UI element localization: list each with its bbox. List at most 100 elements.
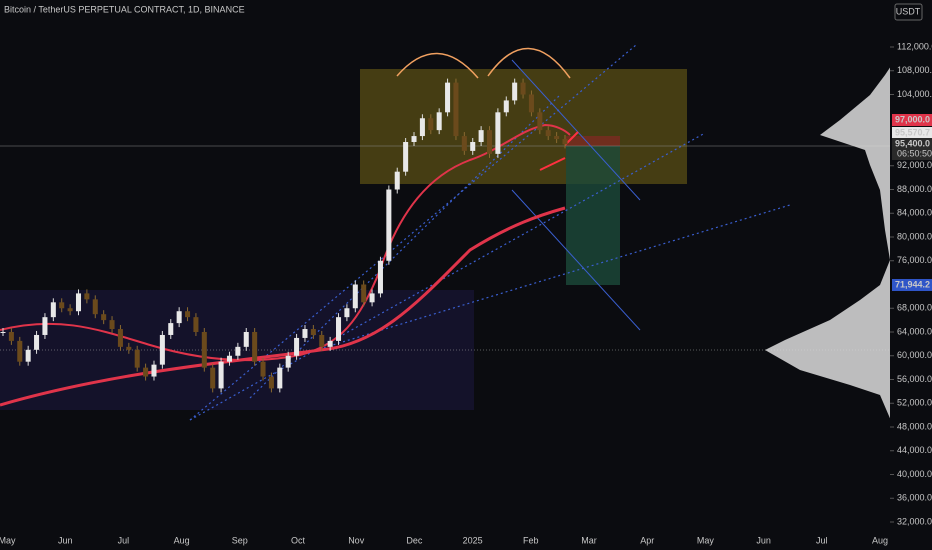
candle-body [117, 329, 123, 347]
time-label: Sep [232, 535, 248, 545]
price-tick-label: 44,000.0 [897, 445, 932, 455]
candle-body [310, 329, 316, 335]
candle-body [470, 142, 476, 151]
candle-body [252, 331, 258, 362]
candle-body [185, 311, 191, 318]
candle-body [243, 331, 249, 347]
candle-body [168, 323, 174, 335]
price-tag [892, 127, 932, 139]
candle-body [277, 367, 283, 389]
time-label: Aug [174, 535, 190, 545]
candle-body [151, 364, 157, 377]
time-label: May [697, 535, 715, 545]
candle-body [226, 355, 232, 362]
candle-body [512, 82, 518, 101]
time-label: Jul [816, 535, 828, 545]
candle-body [453, 82, 459, 137]
candle-body [461, 136, 467, 151]
price-tick-label: 88,000.0 [897, 184, 932, 194]
candle-body [176, 311, 182, 324]
time-label: Mar [581, 535, 597, 545]
candle-body [319, 334, 325, 347]
candle-body [17, 340, 23, 362]
candle-body [210, 367, 216, 389]
price-tick-label: 112,000.0 [897, 41, 932, 51]
candle-body [159, 334, 165, 365]
candle-body [50, 302, 56, 318]
candle-body [386, 189, 392, 261]
price-tick-label: 36,000.0 [897, 493, 932, 503]
candle-body [218, 361, 224, 389]
price-tick-label: 48,000.0 [897, 421, 932, 431]
price-tick-label: 68,000.0 [897, 303, 932, 313]
currency: USDT [896, 6, 921, 16]
candle-body [0, 331, 6, 333]
price-tag [892, 138, 932, 150]
candle-body [394, 171, 400, 190]
price-tick-label: 40,000.0 [897, 469, 932, 479]
candle-body [25, 349, 31, 362]
candle-body [260, 361, 266, 377]
time-label: Jul [118, 535, 130, 545]
candle-body [92, 299, 98, 315]
ma-slow [0, 206, 566, 407]
candle-body [503, 100, 509, 113]
candle-body [294, 337, 300, 356]
candle-body [59, 302, 65, 309]
candle-body [84, 293, 90, 300]
time-label: Aug [872, 535, 888, 545]
candle-body [411, 136, 417, 143]
candle-body [75, 293, 82, 312]
candle-body [134, 349, 140, 368]
candle-body [361, 284, 367, 303]
candle-body [285, 355, 291, 368]
price-tick-label: 64,000.0 [897, 326, 932, 336]
time-label: Oct [291, 535, 306, 545]
price-tick-label: 76,000.0 [897, 255, 932, 265]
candle-body [101, 314, 107, 321]
price-tag [892, 114, 932, 126]
candle-body [377, 260, 383, 294]
price-axis-bg [890, 0, 932, 550]
candle-body [528, 94, 534, 113]
time-label: May [0, 535, 16, 545]
candle-body [419, 118, 425, 137]
candle-body [562, 139, 568, 145]
countdown-bg [892, 148, 932, 160]
candle-body [478, 130, 484, 143]
candle-body [436, 112, 442, 131]
candle-body [554, 136, 560, 140]
price-tick-label: 84,000.0 [897, 208, 932, 218]
candle-body [486, 130, 493, 154]
target-zone [566, 146, 620, 285]
price-tick-label: 104,000.0 [897, 89, 932, 99]
candle-body [8, 331, 14, 341]
time-label: Apr [640, 535, 654, 545]
candle-body [495, 112, 501, 154]
candle-body [193, 317, 199, 332]
candle-body [109, 320, 115, 330]
candle-body [369, 293, 375, 303]
time-label: Dec [406, 535, 423, 545]
candle-body [327, 340, 333, 347]
countdown: 06:50:50 [897, 148, 932, 158]
candle-body [537, 112, 543, 131]
arcs [396, 47, 571, 79]
candle-body [67, 308, 73, 312]
candle-body [352, 284, 358, 309]
candle-body [344, 308, 350, 318]
candle-body [42, 317, 48, 335]
candle-body [235, 346, 241, 356]
candle-body [336, 317, 342, 341]
price-tick-label: 32,000.0 [897, 516, 932, 526]
time-label: Jun [756, 535, 771, 545]
price-tick-label: 56,000.0 [897, 374, 932, 384]
ma-fast [0, 123, 571, 362]
candle-body [428, 118, 434, 131]
candle-body [403, 142, 409, 172]
candle-body [34, 334, 40, 350]
currency-box [894, 3, 923, 21]
price-tick-label: 108,000.0 [897, 65, 932, 75]
